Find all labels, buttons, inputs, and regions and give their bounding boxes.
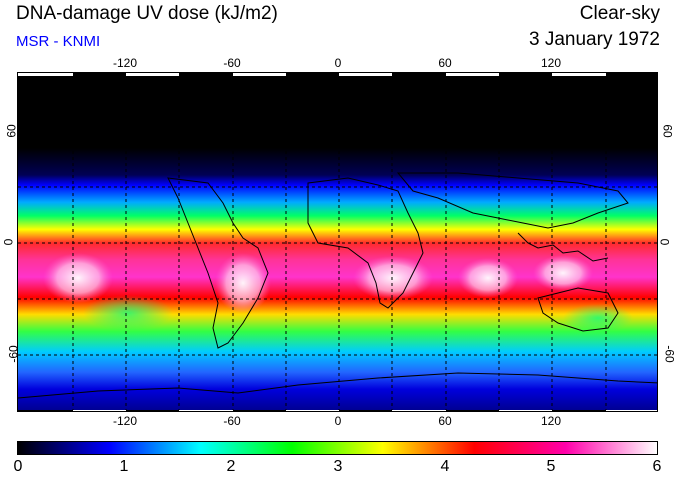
lon-tick-top: -60	[223, 56, 241, 70]
lon-tick-top: -120	[112, 56, 138, 70]
color-scale-label: 1	[119, 458, 129, 475]
lon-tick-top: 60	[438, 56, 452, 70]
lat-tick-right: 0	[657, 238, 672, 246]
lon-tick-top: 0	[334, 56, 342, 70]
lon-tick-bottom: 60	[438, 414, 452, 428]
lon-tick-top: 120	[540, 56, 562, 70]
lon-tick-bottom: -60	[223, 414, 241, 428]
lon-tick-bottom: -120	[112, 414, 138, 428]
map-canvas	[18, 73, 657, 411]
sky-condition-label: Clear-sky	[579, 3, 660, 24]
color-scale-label: 2	[226, 458, 236, 475]
lat-tick-left: 0	[1, 238, 16, 246]
lat-tick-right: -60	[662, 345, 677, 363]
source-label: MSR - KNMI	[16, 33, 101, 50]
color-scale-label: 3	[333, 458, 343, 475]
color-scale-label: 4	[440, 458, 450, 475]
color-scale-label: 6	[652, 458, 662, 475]
color-scale-bar	[17, 441, 658, 455]
date-label: 3 January 1972	[529, 29, 660, 50]
lat-tick-right: 60	[660, 124, 675, 138]
page-title: DNA-damage UV dose (kJ/m2)	[16, 3, 278, 24]
color-scale-label: 5	[546, 458, 556, 475]
lon-tick-bottom: 0	[334, 414, 342, 428]
uv-dose-map	[17, 72, 658, 412]
lon-tick-bottom: 120	[540, 414, 562, 428]
color-scale-label: 0	[13, 458, 23, 475]
